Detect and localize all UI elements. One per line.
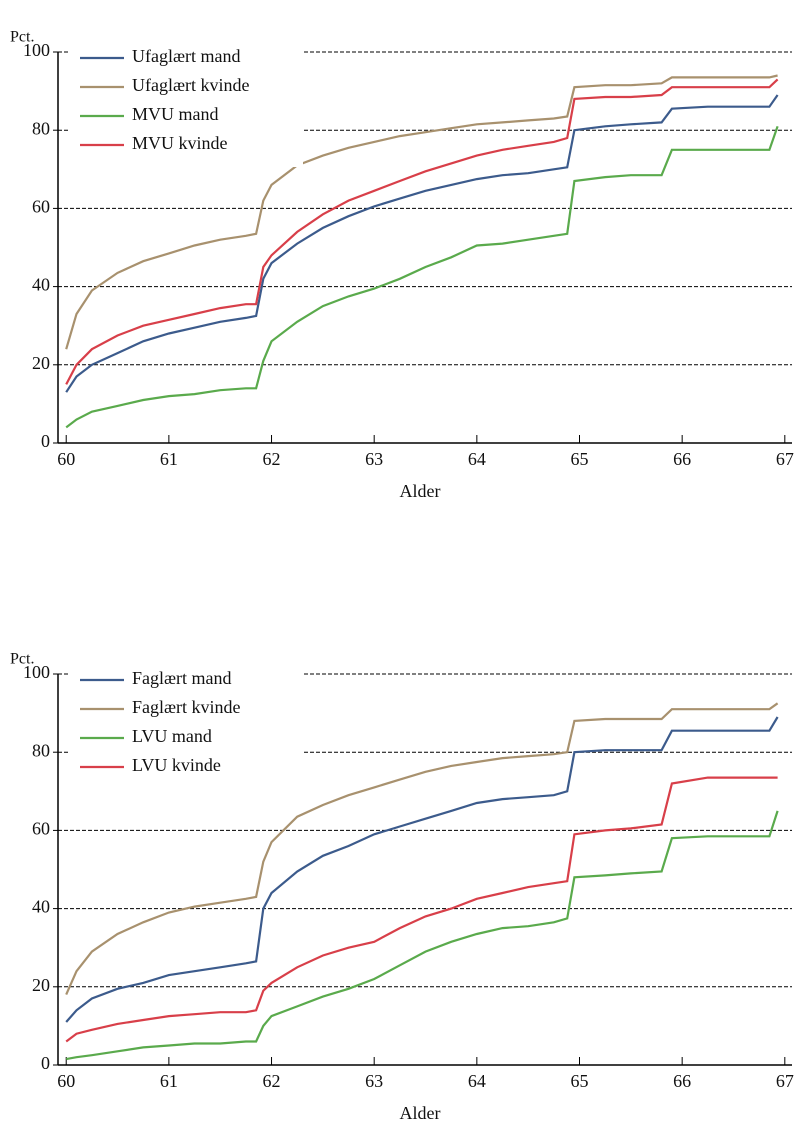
legend-label: Faglært mand bbox=[132, 668, 232, 688]
y-tick-label: 40 bbox=[32, 897, 50, 917]
y-tick-label: 100 bbox=[23, 40, 50, 60]
x-tick-label: 63 bbox=[365, 449, 383, 469]
x-tick-label: 66 bbox=[673, 1071, 691, 1091]
x-tick-label: 64 bbox=[468, 1071, 486, 1091]
series-line bbox=[65, 716, 779, 1023]
x-axis-label: Alder bbox=[400, 1103, 441, 1122]
y-axis-label: Pct. bbox=[10, 29, 34, 46]
y-tick-label: 40 bbox=[32, 275, 50, 295]
legend-label: LVU mand bbox=[132, 726, 212, 746]
legend-label: LVU kvinde bbox=[132, 755, 221, 775]
x-tick-label: 61 bbox=[160, 1071, 178, 1091]
series-line bbox=[65, 776, 778, 1043]
x-tick-label: 65 bbox=[570, 1071, 588, 1091]
legend-box bbox=[68, 42, 303, 167]
series-line bbox=[65, 94, 779, 393]
x-tick-label: 67 bbox=[776, 449, 794, 469]
x-tick-label: 62 bbox=[263, 1071, 281, 1091]
series-line bbox=[66, 810, 779, 1061]
series-line bbox=[65, 702, 779, 996]
y-tick-label: 60 bbox=[32, 819, 50, 839]
legend-label: MVU kvinde bbox=[132, 133, 228, 153]
series-line bbox=[65, 125, 779, 429]
x-tick-label: 64 bbox=[468, 449, 486, 469]
x-tick-label: 60 bbox=[57, 449, 75, 469]
y-tick-label: 80 bbox=[32, 740, 50, 760]
x-axis-label: Alder bbox=[400, 481, 441, 501]
y-tick-label: 0 bbox=[41, 431, 50, 451]
series-line bbox=[65, 78, 779, 385]
series-line bbox=[65, 74, 778, 350]
x-tick-label: 66 bbox=[673, 449, 691, 469]
y-tick-label: 20 bbox=[32, 353, 50, 373]
x-tick-label: 61 bbox=[160, 449, 178, 469]
y-tick-label: 60 bbox=[32, 197, 50, 217]
y-axis-label: Pct. bbox=[10, 651, 34, 668]
x-tick-label: 60 bbox=[57, 1071, 75, 1091]
legend-label: Ufaglært mand bbox=[132, 46, 240, 66]
y-tick-label: 100 bbox=[23, 662, 50, 682]
legend-label: Ufaglært kvinde bbox=[132, 75, 249, 95]
x-tick-label: 63 bbox=[365, 1071, 383, 1091]
x-tick-label: 67 bbox=[776, 1071, 794, 1091]
x-tick-label: 62 bbox=[263, 449, 281, 469]
legend-label: Faglært kvinde bbox=[132, 697, 241, 717]
x-tick-label: 65 bbox=[570, 449, 588, 469]
legend-box bbox=[68, 664, 303, 789]
y-tick-label: 80 bbox=[32, 118, 50, 138]
y-tick-label: 20 bbox=[32, 975, 50, 995]
y-tick-label: 0 bbox=[41, 1053, 50, 1073]
legend-label: MVU mand bbox=[132, 104, 219, 124]
